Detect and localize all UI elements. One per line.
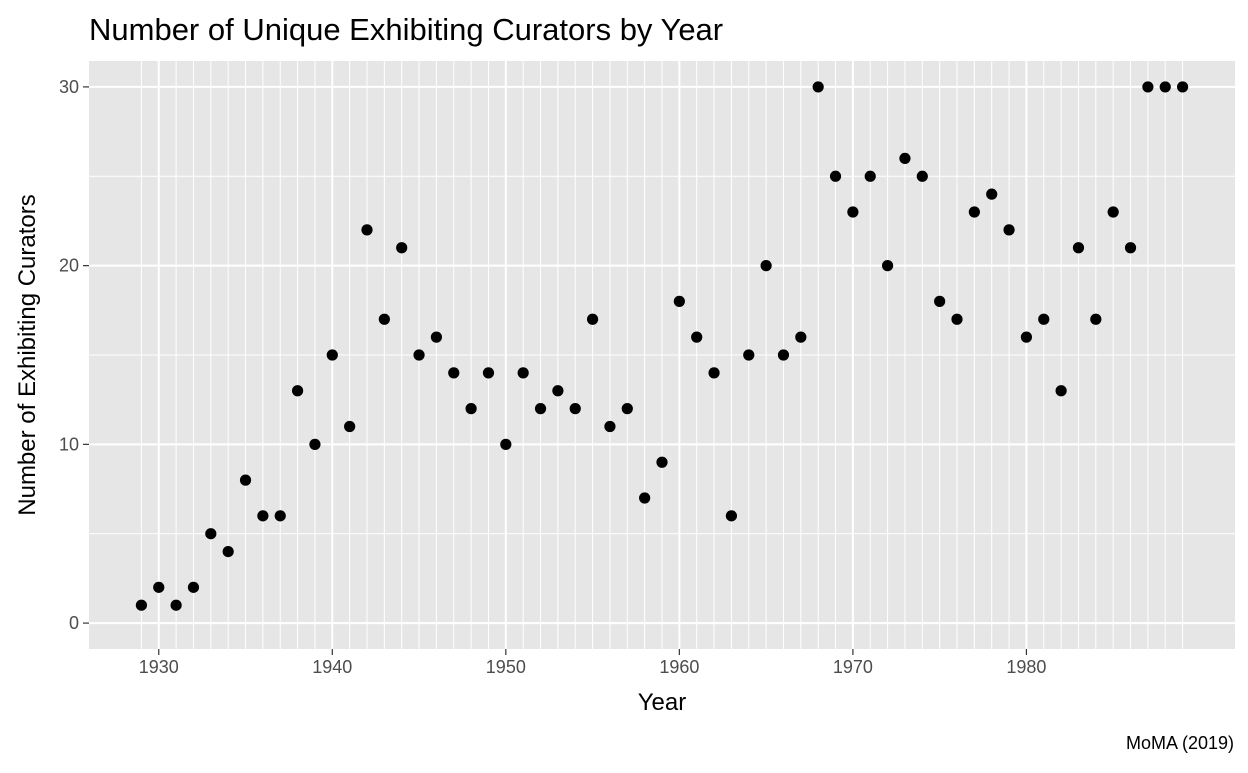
data-point [795, 331, 807, 343]
chart-caption: MoMA (2019) [1126, 733, 1234, 753]
data-point [153, 581, 165, 593]
data-point [1003, 224, 1015, 236]
x-axis-title: Year [638, 689, 687, 716]
data-point [639, 492, 651, 504]
data-point [257, 510, 269, 522]
data-point [326, 349, 338, 361]
data-point [534, 403, 547, 415]
data-point [482, 367, 495, 379]
data-point [465, 403, 477, 415]
grid-minor [89, 61, 1235, 649]
x-tick-label: 1960 [659, 657, 699, 677]
data-point [673, 295, 685, 307]
data-point [222, 545, 234, 558]
data-point [656, 456, 668, 468]
data-point [378, 313, 390, 325]
data-point [986, 188, 998, 200]
data-point [586, 313, 599, 325]
chart-title: Number of Unique Exhibiting Curators by … [89, 12, 723, 47]
y-tick-label: 20 [59, 256, 79, 276]
data-point [517, 367, 529, 379]
data-point [812, 81, 824, 93]
data-point [500, 438, 512, 450]
data-point [170, 599, 182, 611]
data-point [413, 349, 425, 361]
data-point [847, 206, 859, 218]
data-points [135, 81, 1189, 611]
data-point [725, 510, 738, 522]
data-point [1159, 81, 1171, 93]
data-point [864, 170, 876, 182]
data-point [344, 420, 356, 433]
x-tick-label: 1930 [139, 657, 179, 677]
data-point [1038, 313, 1050, 325]
data-point [552, 385, 564, 397]
x-tick-labels: 1930 1940 1950 1960 1970 1980 [139, 657, 1047, 677]
x-tick-label: 1970 [833, 657, 873, 677]
data-point [239, 474, 252, 486]
data-point [205, 528, 217, 540]
data-point [916, 170, 928, 182]
data-point [274, 510, 286, 522]
y-tick-label: 0 [69, 613, 79, 633]
data-point [291, 385, 304, 397]
data-point [569, 403, 581, 415]
data-point [1020, 331, 1033, 343]
data-point [1176, 81, 1189, 93]
grid-major [89, 61, 1235, 649]
data-point [448, 367, 460, 379]
data-point [396, 242, 408, 254]
y-tick-labels: 0 10 20 30 [59, 77, 79, 633]
data-point [430, 331, 443, 343]
x-tick-label: 1980 [1006, 657, 1046, 677]
x-tick-label: 1940 [312, 657, 352, 677]
data-point [621, 403, 633, 415]
data-point [187, 581, 200, 593]
data-point [951, 313, 963, 325]
data-point [135, 599, 148, 611]
data-point [899, 152, 911, 165]
data-point [1055, 385, 1067, 397]
data-point [309, 438, 321, 450]
data-point [829, 170, 842, 182]
data-point [604, 420, 616, 433]
data-point [361, 224, 373, 236]
data-point [881, 260, 894, 272]
data-point [777, 349, 790, 361]
y-axis-title: Number of Exhibiting Curators [14, 194, 41, 515]
data-point [1090, 313, 1102, 325]
data-point [1107, 206, 1119, 218]
data-point [1142, 81, 1154, 93]
axis-ticks [83, 86, 1028, 655]
data-point [708, 367, 720, 379]
y-tick-label: 10 [59, 434, 79, 454]
data-point [743, 349, 755, 361]
data-point [934, 295, 946, 307]
data-point [968, 206, 980, 218]
y-tick-label: 30 [59, 77, 79, 97]
data-point [1072, 242, 1085, 254]
data-point [1124, 242, 1137, 254]
data-point [760, 260, 772, 272]
x-tick-label: 1950 [486, 657, 526, 677]
data-point [691, 331, 703, 343]
